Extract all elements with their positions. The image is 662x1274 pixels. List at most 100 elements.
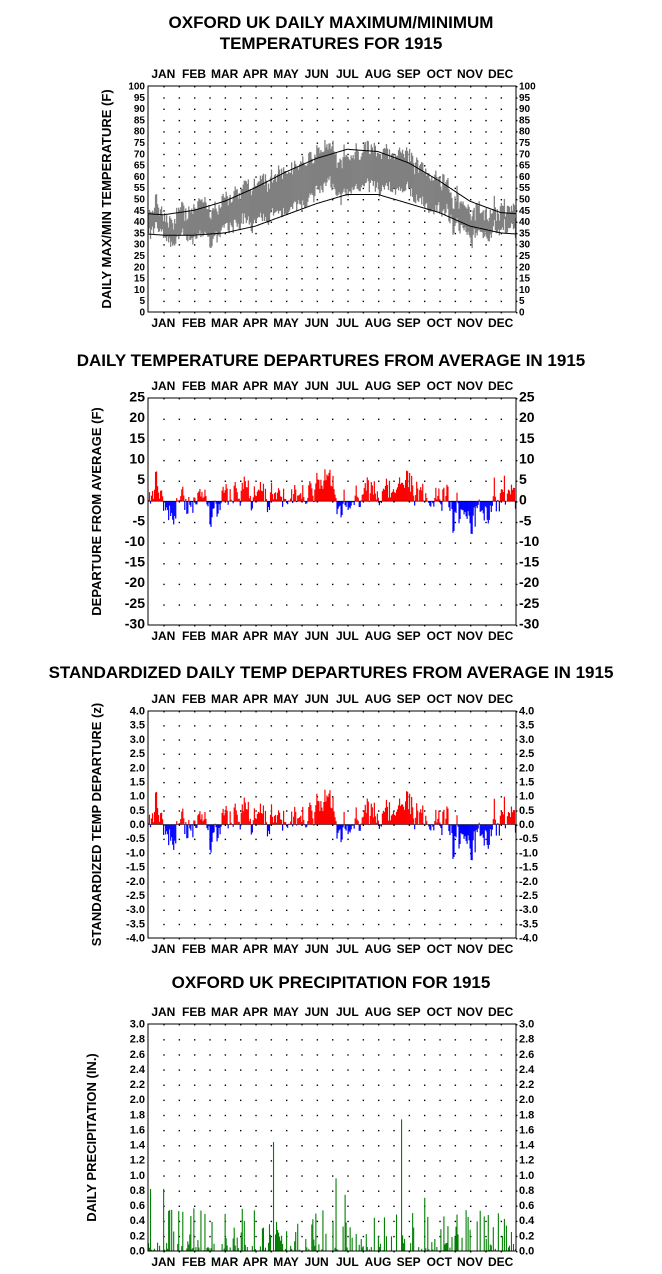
grid-dot — [301, 131, 303, 133]
grid-dot — [516, 108, 518, 110]
grid-dot — [178, 1114, 181, 1117]
grid-dot — [224, 881, 227, 883]
grid-dot — [347, 210, 349, 212]
chart4-ytick-right: 1.6 — [519, 1124, 534, 1136]
grid-dot — [424, 881, 426, 883]
chart1-month-bottom-jun: JUN — [305, 316, 329, 330]
grid-dot — [362, 278, 365, 280]
grid-dot — [316, 418, 319, 421]
grid-dot — [347, 725, 349, 727]
grid-dot — [408, 711, 411, 713]
grid-dot — [209, 895, 211, 897]
grid-dot — [470, 1054, 472, 1056]
grid-dot — [224, 1054, 227, 1056]
grid-dot — [424, 739, 426, 741]
grid-dot — [500, 501, 503, 503]
chart1-month-top-mar: MAR — [211, 67, 239, 81]
grid-dot — [439, 838, 441, 841]
grid-dot — [378, 1069, 380, 1071]
grid-dot — [240, 767, 242, 770]
grid-dot — [362, 881, 365, 883]
grid-dot — [378, 418, 380, 421]
chart3-month-top-oct: OCT — [427, 692, 453, 706]
grid-dot — [424, 1160, 426, 1162]
grid-dot — [362, 1054, 365, 1056]
chart2-month-bottom-sep: SEP — [397, 629, 421, 643]
grid-dot — [485, 266, 487, 269]
grid-dot — [378, 1160, 380, 1162]
grid-dot — [516, 501, 518, 503]
grid-dot — [255, 881, 257, 883]
grid-dot — [270, 1069, 273, 1071]
grid-dot — [286, 923, 288, 926]
grid-dot — [516, 1160, 518, 1162]
grid-dot — [255, 542, 257, 544]
grid-dot — [255, 1205, 257, 1207]
grid-dot — [240, 1190, 242, 1192]
grid-dot — [439, 753, 441, 755]
grid-dot — [485, 867, 487, 869]
grid-dot — [255, 97, 257, 99]
grid-dot — [332, 439, 334, 441]
grid-dot — [516, 255, 518, 257]
grid-dot — [500, 604, 503, 606]
grid-dot — [316, 1175, 319, 1177]
grid-dot — [454, 232, 457, 235]
grid-dot — [393, 838, 395, 841]
chart1-ytick-right: 20 — [519, 262, 531, 273]
grid-dot — [301, 1235, 303, 1238]
grid-dot — [224, 583, 227, 586]
grid-dot — [194, 1069, 196, 1071]
grid-dot — [485, 480, 487, 482]
grid-dot — [270, 108, 273, 110]
grid-dot — [500, 1145, 503, 1147]
grid-dot — [301, 725, 303, 727]
grid-dot — [194, 796, 196, 798]
grid-dot — [516, 1024, 518, 1026]
grid-dot — [470, 266, 472, 269]
grid-dot — [485, 725, 487, 727]
grid-dot — [209, 852, 211, 855]
grid-dot — [393, 289, 395, 291]
grid-dot — [163, 767, 165, 770]
grid-dot — [163, 142, 165, 144]
grid-dot — [301, 153, 303, 156]
grid-dot — [286, 244, 288, 246]
chart3-month-top-jul: JUL — [336, 692, 359, 706]
grid-dot — [424, 153, 426, 156]
grid-dot — [178, 1129, 181, 1132]
grid-dot — [485, 1235, 487, 1238]
grid-dot — [347, 480, 349, 482]
grid-dot — [408, 1190, 411, 1192]
grid-dot — [332, 521, 334, 524]
grid-dot — [362, 142, 365, 144]
grid-dot — [240, 289, 242, 291]
chart3-ytick-right: -1.0 — [519, 847, 538, 859]
grid-dot — [424, 165, 426, 167]
grid-dot — [485, 895, 487, 897]
grid-dot — [362, 1235, 365, 1238]
chart1-ytick-right: 45 — [519, 206, 531, 217]
grid-dot — [316, 278, 319, 280]
grid-dot — [286, 604, 288, 606]
grid-dot — [270, 796, 273, 798]
chart3-month-bottom-sep: SEP — [397, 942, 421, 956]
grid-dot — [485, 244, 487, 246]
grid-dot — [347, 86, 349, 88]
chart2-frame — [147, 397, 517, 626]
grid-dot — [424, 86, 426, 88]
grid-dot — [516, 1099, 518, 1102]
grid-dot — [286, 1069, 288, 1071]
grid-dot — [178, 767, 181, 770]
grid-dot — [286, 108, 288, 110]
grid-dot — [240, 108, 242, 110]
chart3-ytick-left: 0.5 — [130, 805, 145, 817]
grid-dot — [362, 97, 365, 99]
grid-dot — [178, 187, 181, 190]
chart2-ytick-left: 5 — [137, 471, 145, 487]
grid-dot — [163, 1024, 165, 1026]
grid-dot — [439, 881, 441, 883]
grid-dot — [378, 1251, 380, 1253]
grid-dot — [316, 1220, 319, 1223]
grid-dot — [470, 480, 472, 482]
